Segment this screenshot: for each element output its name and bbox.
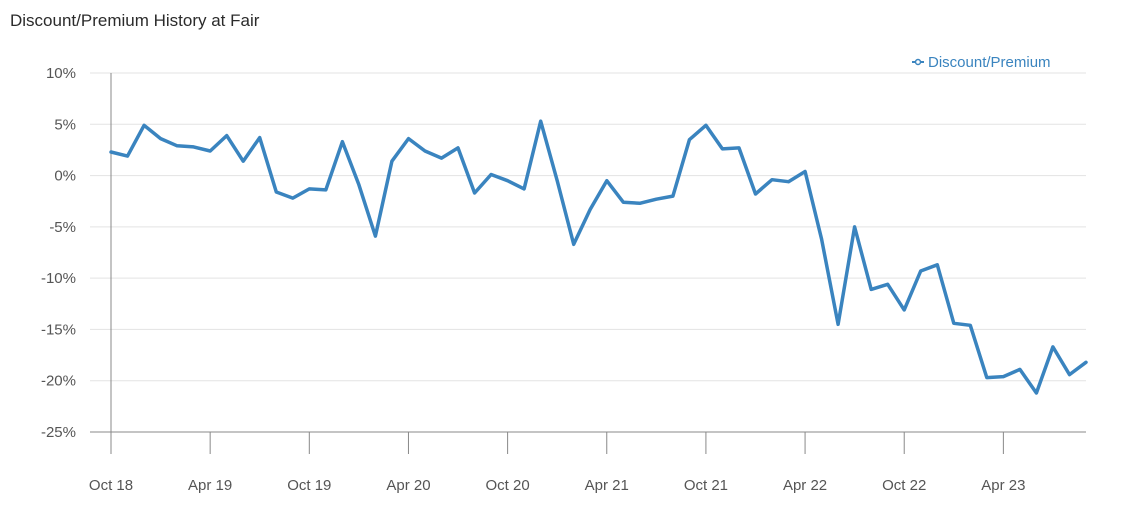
y-tick-label: -10% <box>41 270 76 287</box>
x-tick-label: Oct 21 <box>684 477 728 494</box>
y-tick-label: -5% <box>49 219 76 236</box>
y-tick-label: 10% <box>46 65 76 82</box>
y-tick-label: -25% <box>41 424 76 441</box>
x-tick-label: Oct 22 <box>882 477 926 494</box>
x-tick-label: Apr 22 <box>783 477 827 494</box>
y-tick-label: -20% <box>41 373 76 390</box>
x-tick-label: Oct 18 <box>89 477 133 494</box>
x-tick-label: Apr 21 <box>585 477 629 494</box>
x-tick-label: Apr 19 <box>188 477 232 494</box>
grid-lines <box>90 72 1086 382</box>
legend-entry-discount-premium[interactable]: Discount/Premium <box>928 54 1051 71</box>
y-tick-label: 5% <box>54 116 76 133</box>
x-tick-label: Oct 20 <box>486 477 530 494</box>
series-layer <box>109 119 1088 395</box>
series-line-discount-premium[interactable] <box>109 119 1088 395</box>
x-tick-label: Oct 19 <box>287 477 331 494</box>
y-tick-label: -15% <box>41 321 76 338</box>
legend-dot-marker <box>914 58 922 66</box>
y-tick-label: 0% <box>54 168 76 185</box>
chart-title: Discount/Premium History at Fair <box>10 11 260 30</box>
axes: 10% 5% 0% -5% -10% -15% -20% -25% Oct 18 Apr 19 Oc… <box>41 65 1086 494</box>
x-tick-label: Apr 20 <box>386 477 430 494</box>
x-tick-label: Apr 23 <box>981 477 1025 494</box>
legend[interactable]: Discount/Premium <box>912 54 1051 71</box>
